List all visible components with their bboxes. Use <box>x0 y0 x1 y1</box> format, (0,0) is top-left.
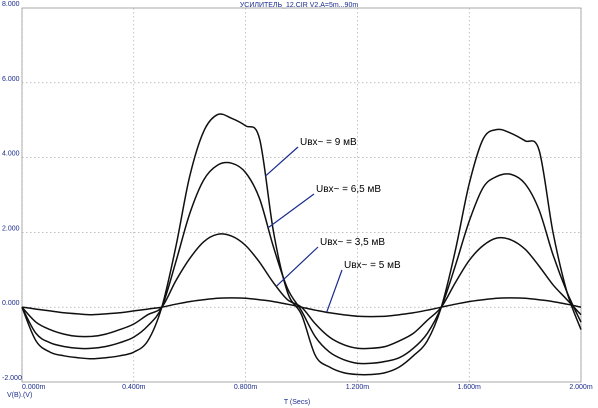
x-axis-label: T (Secs) <box>284 399 310 406</box>
annotations: Uвх~ = 9 мВ Uвх~ = 6,5 мВ Uвх~ = 3,5 мВ Uвх… <box>264 137 401 313</box>
y-tick-label: -2.000 <box>2 375 22 382</box>
y-tick-label: 8.000 <box>2 1 20 8</box>
x-tick-label: 1.200m <box>346 384 370 391</box>
x-tick-label: 0.000m <box>22 384 46 391</box>
x-tick-label: 2.000m <box>569 384 593 391</box>
y-tick-label: 4.000 <box>2 151 20 158</box>
annotation-label: Uвх~ = 3,5 мВ <box>320 237 385 248</box>
y-tick-label: 0.000 <box>2 300 20 307</box>
x-tick-label: 0.400m <box>122 384 146 391</box>
annotation-leader <box>275 246 319 287</box>
annotation-label: Uвх~ = 9 мВ <box>300 137 357 148</box>
x-tick-label: 1.600m <box>458 384 482 391</box>
annotation-label: Uвх~ = 6,5 мВ <box>316 184 381 195</box>
series-line-1 <box>21 161 582 365</box>
annotation-label: Uвх~ = 5 мВ <box>344 260 401 271</box>
x-tick-label: 0.800m <box>234 384 258 391</box>
y-axis-label: V(B).(V) <box>7 392 32 399</box>
x-tick-labels: 0.000m 0.400m 0.800m 1.200m 1.600m 2.000m <box>22 384 593 391</box>
annotation-leader <box>264 146 299 177</box>
y-tick-labels: -2.000 0.000 2.000 4.000 6.000 8.000 <box>2 1 22 382</box>
plot-frame <box>21 7 582 383</box>
y-tick-label: 2.000 <box>2 225 20 232</box>
series-line-3 <box>21 297 582 318</box>
chart-title: УСИЛИТЕЛЬ_12.CIR V2.A=5m...90m <box>240 2 359 9</box>
y-tick-label: 6.000 <box>2 76 20 83</box>
grid-layer <box>21 7 582 383</box>
curves <box>21 113 582 376</box>
annotation-leader <box>326 269 343 313</box>
series-line-0 <box>21 113 582 376</box>
series-line-2 <box>21 233 582 350</box>
annotation-leader <box>267 193 315 229</box>
